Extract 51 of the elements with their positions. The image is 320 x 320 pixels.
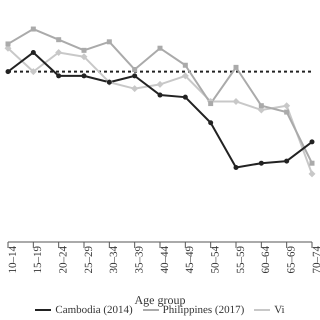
legend-label: Cambodia (2014) bbox=[55, 304, 133, 316]
x-tick-label: 40–44 bbox=[158, 246, 171, 274]
point bbox=[80, 53, 88, 60]
point bbox=[310, 139, 314, 144]
point bbox=[156, 80, 164, 88]
point bbox=[30, 50, 36, 55]
point bbox=[30, 26, 36, 32]
point bbox=[55, 48, 62, 56]
x-tick-label: 45–49 bbox=[184, 246, 196, 274]
point bbox=[158, 46, 162, 51]
x-axis-title: Age group bbox=[134, 293, 186, 307]
point bbox=[258, 103, 264, 108]
x-tick-label: 30–34 bbox=[108, 246, 120, 274]
point bbox=[284, 158, 290, 164]
point bbox=[56, 37, 62, 42]
point bbox=[310, 160, 314, 166]
point bbox=[284, 110, 290, 115]
legend-label: Vi bbox=[274, 304, 285, 316]
point bbox=[283, 102, 290, 110]
point bbox=[308, 170, 316, 178]
x-tick-label: 35–39 bbox=[133, 246, 146, 274]
x-tick-label: 50–54 bbox=[209, 246, 222, 274]
point bbox=[131, 85, 138, 92]
point bbox=[258, 160, 264, 166]
point bbox=[158, 92, 162, 98]
point bbox=[234, 164, 238, 170]
point bbox=[106, 39, 112, 44]
point bbox=[82, 73, 86, 78]
point bbox=[182, 72, 189, 80]
x-tick-label: 10–14 bbox=[6, 246, 19, 274]
point bbox=[6, 41, 10, 46]
x-tick-label: 55–59 bbox=[234, 246, 247, 274]
point bbox=[182, 62, 188, 68]
point bbox=[30, 68, 37, 76]
x-tick-label: 15–19 bbox=[32, 246, 44, 274]
point bbox=[208, 120, 214, 126]
point bbox=[82, 48, 86, 53]
point bbox=[208, 101, 214, 106]
point bbox=[6, 69, 10, 74]
x-tick-label: 70–74 bbox=[310, 246, 320, 274]
point bbox=[132, 67, 138, 72]
x-tick-label: 20–24 bbox=[57, 246, 70, 274]
x-tick-label: 60–64 bbox=[260, 246, 272, 274]
legend-label: Philippines (2017) bbox=[162, 304, 244, 316]
x-tick-label: 65–69 bbox=[285, 246, 298, 274]
x-tick-label: 25–29 bbox=[82, 246, 95, 274]
point bbox=[234, 64, 238, 70]
point bbox=[232, 98, 240, 105]
point bbox=[56, 73, 62, 78]
point bbox=[132, 73, 138, 78]
point bbox=[182, 94, 188, 100]
